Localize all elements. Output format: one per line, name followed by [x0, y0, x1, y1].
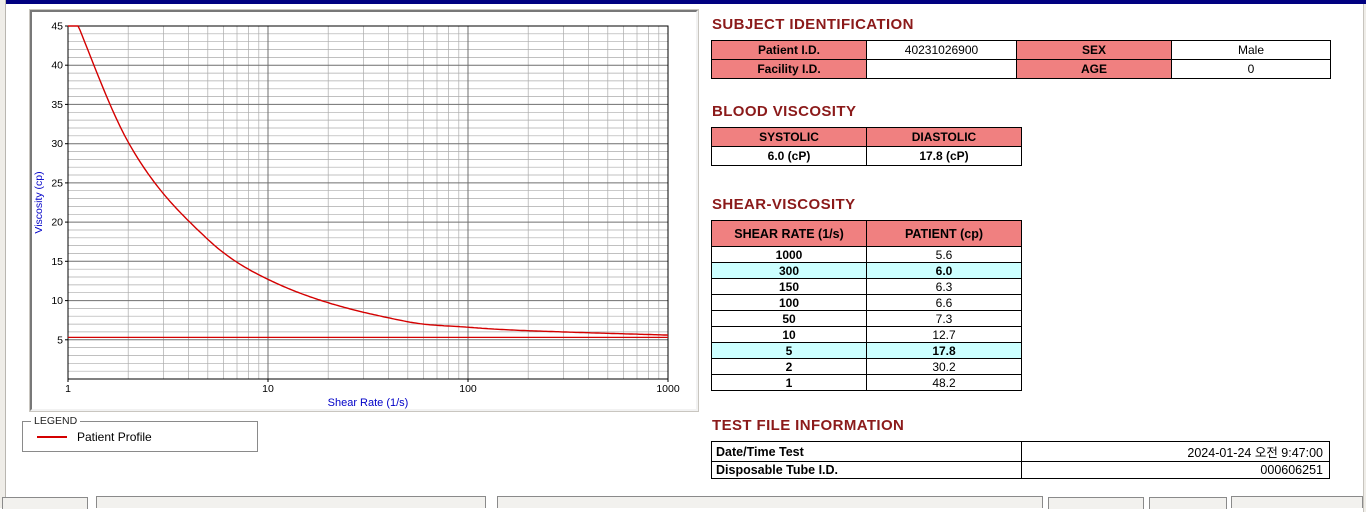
systolic-header: SYSTOLIC: [711, 127, 867, 147]
table-row: Patient I.D. 40231026900 SEX Male: [711, 40, 1331, 60]
svg-text:30: 30: [51, 138, 63, 150]
bottom-cropped-panel: [2, 497, 88, 509]
blood-viscosity-heading: BLOOD VISCOSITY: [712, 103, 857, 120]
legend-line-sample: [37, 436, 67, 438]
patient-viscosity-cell: 5.6: [866, 246, 1022, 263]
facility-id-value: [866, 59, 1017, 79]
diastolic-value: 17.8 (cP): [866, 146, 1022, 166]
subject-identification-heading: SUBJECT IDENTIFICATION: [712, 16, 914, 33]
table-row: Date/Time Test 2024-01-24 오전 9:47:00: [710, 441, 1330, 462]
shear-rate-cell: 100: [711, 294, 867, 311]
svg-text:1: 1: [65, 383, 71, 395]
svg-text:10: 10: [51, 295, 63, 307]
shear-rate-header: SHEAR RATE (1/s): [711, 220, 867, 247]
patient-id-value: 40231026900: [866, 40, 1017, 60]
legend-title: LEGEND: [31, 415, 81, 427]
shear-viscosity-body: 1000 5.6 300 6.0 150 6.3 100 6.6 50 7.3 10 12.7 5 17.…: [711, 246, 1022, 391]
test-file-heading: TEST FILE INFORMATION: [712, 417, 905, 434]
test-file-table: Date/Time Test 2024-01-24 오전 9:47:00 Dis…: [710, 441, 1330, 479]
bottom-cropped-panel: [96, 496, 486, 508]
patient-viscosity-cell: 6.6: [866, 294, 1022, 311]
sex-value: Male: [1171, 40, 1331, 60]
shear-rate-cell: 1: [711, 374, 867, 391]
svg-text:Viscosity (cp): Viscosity (cp): [33, 171, 45, 233]
svg-text:10: 10: [262, 383, 274, 395]
table-row: Disposable Tube I.D. 000606251: [710, 461, 1330, 479]
svg-text:5: 5: [57, 334, 63, 346]
svg-text:100: 100: [459, 383, 477, 395]
bottom-cropped-panel: [1231, 496, 1363, 508]
shear-rate-cell: 10: [711, 326, 867, 343]
bottom-cropped-panel: [1149, 497, 1227, 509]
shear-rate-cell: 5: [711, 342, 867, 359]
shear-viscosity-table: SHEAR RATE (1/s) PATIENT (cp) 1000 5.6 300…: [711, 220, 1022, 391]
svg-text:15: 15: [51, 256, 63, 268]
window-right-frame: [1363, 4, 1366, 512]
diastolic-header: DIASTOLIC: [866, 127, 1022, 147]
table-row: SHEAR RATE (1/s) PATIENT (cp): [711, 220, 1022, 247]
patient-viscosity-cell: 6.0: [866, 262, 1022, 279]
patient-viscosity-cell: 7.3: [866, 310, 1022, 327]
shear-viscosity-heading: SHEAR-VISCOSITY: [712, 196, 856, 213]
age-value: 0: [1171, 59, 1331, 79]
shear-viscosity-row: 150 6.3: [711, 278, 1022, 295]
svg-text:1000: 1000: [656, 383, 680, 395]
tube-id-label: Disposable Tube I.D.: [710, 461, 1023, 479]
viscosity-chart-canvas: 5 10 15 20 25 30 35 40 45 1 10 100 1000 Shear Rate (1…: [33, 21, 680, 410]
shear-viscosity-row: 50 7.3: [711, 310, 1022, 327]
shear-viscosity-row: 5 17.8: [711, 342, 1022, 359]
shear-rate-cell: 2: [711, 358, 867, 375]
shear-viscosity-row: 2 30.2: [711, 358, 1022, 375]
patient-id-label: Patient I.D.: [711, 40, 867, 60]
patient-viscosity-cell: 12.7: [866, 326, 1022, 343]
report-panel: SUBJECT IDENTIFICATION Patient I.D. 4023…: [710, 10, 1331, 479]
shear-rate-cell: 300: [711, 262, 867, 279]
shear-rate-cell: 50: [711, 310, 867, 327]
patient-cp-header: PATIENT (cp): [866, 220, 1022, 247]
table-row: Facility I.D. AGE 0: [711, 59, 1331, 79]
date-time-value: 2024-01-24 오전 9:47:00: [1021, 441, 1330, 462]
sex-label: SEX: [1016, 40, 1172, 60]
bottom-cropped-panel: [1048, 497, 1144, 509]
viscosity-chart: 5 10 15 20 25 30 35 40 45 1 10 100 1000 Shear Rate (1…: [30, 10, 698, 411]
shear-viscosity-row: 1 48.2: [711, 374, 1022, 391]
table-row: 6.0 (cP) 17.8 (cP): [711, 146, 1022, 166]
subject-identification-table: Patient I.D. 40231026900 SEX Male Facili…: [711, 40, 1331, 79]
table-row: SYSTOLIC DIASTOLIC: [711, 127, 1022, 147]
facility-id-label: Facility I.D.: [711, 59, 867, 79]
tube-id-value: 000606251: [1021, 461, 1330, 479]
chart-legend: LEGEND Patient Profile: [22, 415, 258, 452]
svg-text:35: 35: [51, 99, 63, 111]
systolic-value: 6.0 (cP): [711, 146, 867, 166]
patient-viscosity-cell: 30.2: [866, 358, 1022, 375]
svg-text:Shear Rate (1/s): Shear Rate (1/s): [328, 397, 409, 409]
patient-viscosity-cell: 6.3: [866, 278, 1022, 295]
shear-viscosity-row: 100 6.6: [711, 294, 1022, 311]
patient-viscosity-cell: 48.2: [866, 374, 1022, 391]
window-left-frame: [0, 0, 6, 508]
shear-rate-cell: 1000: [711, 246, 867, 263]
age-label: AGE: [1016, 59, 1172, 79]
svg-text:25: 25: [51, 177, 63, 189]
svg-text:40: 40: [51, 60, 63, 72]
shear-viscosity-row: 10 12.7: [711, 326, 1022, 343]
legend-entry: Patient Profile: [77, 430, 152, 444]
blood-viscosity-table: SYSTOLIC DIASTOLIC 6.0 (cP) 17.8 (cP): [711, 127, 1022, 166]
shear-viscosity-row: 1000 5.6: [711, 246, 1022, 263]
shear-viscosity-row: 300 6.0: [711, 262, 1022, 279]
bottom-cropped-panel: [497, 496, 1043, 508]
svg-text:20: 20: [51, 217, 63, 229]
shear-rate-cell: 150: [711, 278, 867, 295]
patient-viscosity-cell: 17.8: [866, 342, 1022, 359]
svg-text:45: 45: [51, 21, 63, 33]
window-titlebar-edge: [6, 0, 1366, 4]
date-time-label: Date/Time Test: [710, 441, 1023, 462]
